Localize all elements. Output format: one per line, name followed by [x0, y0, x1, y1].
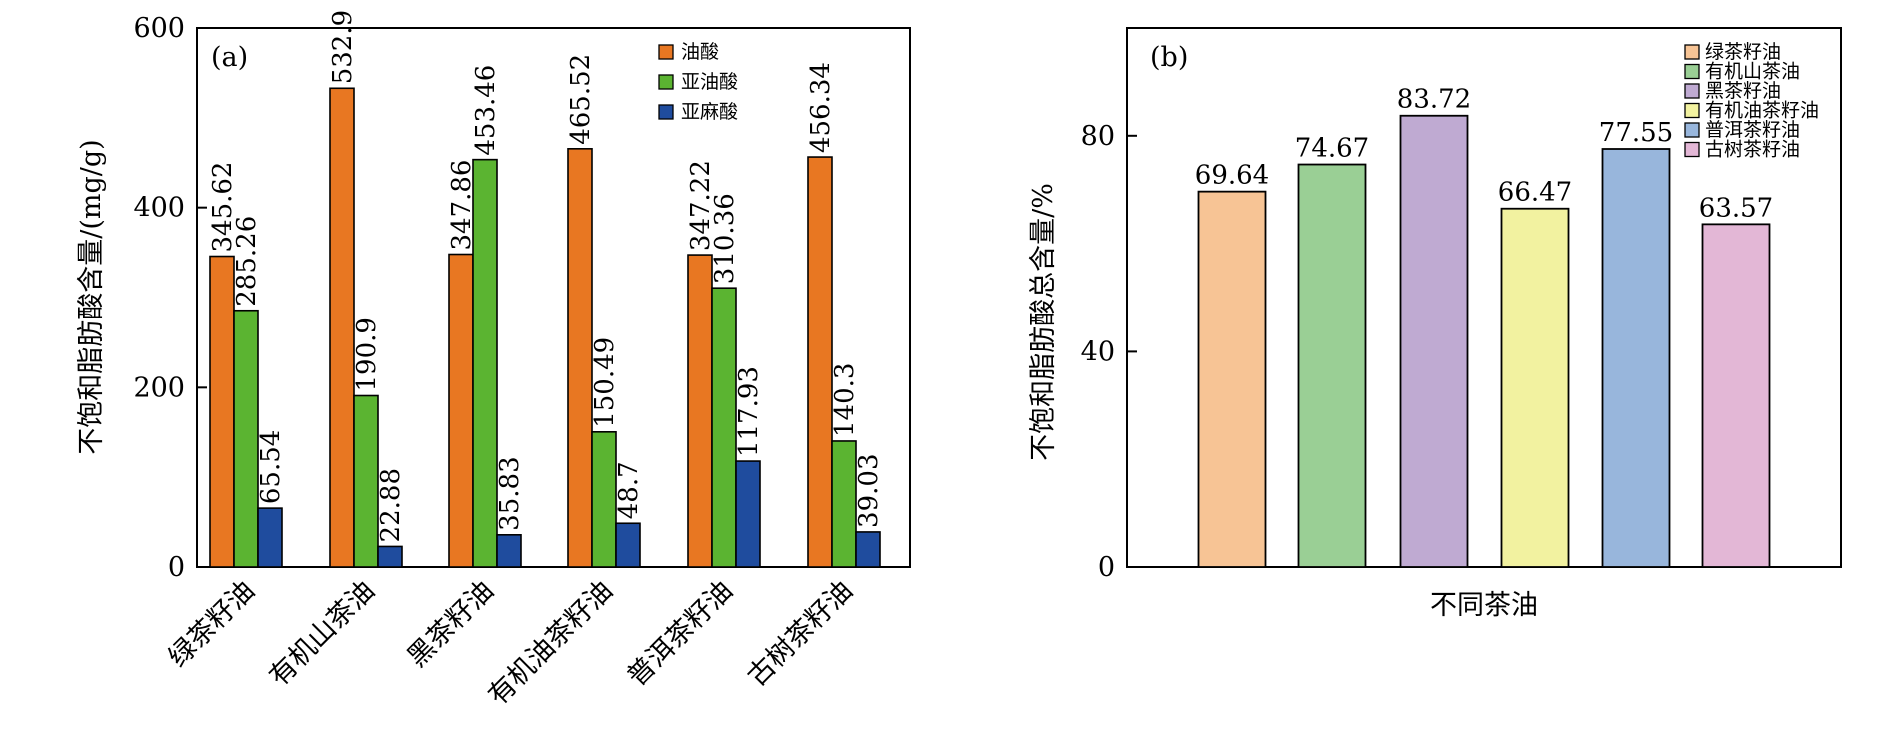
panel-b-legend-swatch	[1684, 102, 1700, 119]
panel-b-plot-frame	[1126, 27, 1842, 568]
panel-a-bar	[353, 394, 379, 568]
panel-a-bar	[831, 440, 857, 568]
panel-a-value-label: 190.9	[352, 317, 382, 391]
panel-a-legend-swatch	[658, 74, 674, 90]
panel-a-bar	[329, 87, 355, 568]
panel-a-value-label: 150.49	[590, 337, 620, 428]
panel-b-legend-label: 古树茶籽油	[1705, 139, 1800, 161]
panel-b-bars	[1197, 114, 1771, 568]
panel-a-value-label: 456.34	[806, 62, 836, 153]
panel-b-legend-swatch	[1684, 63, 1700, 80]
panel-b-y-ticks: 0 40 80	[1081, 121, 1137, 583]
panel-a-bar	[735, 460, 761, 568]
panel-a-bar	[855, 531, 881, 568]
panel-a-value-label: 453.46	[471, 65, 501, 156]
panel-a-bar	[567, 148, 593, 568]
panel-b-bar	[1399, 114, 1469, 568]
panel-a-value-label: 117.93	[734, 366, 764, 457]
panel-b-bar	[1500, 207, 1570, 568]
panel-a-bar	[257, 507, 283, 568]
panel-a-value-label: 347.86	[447, 160, 477, 251]
panel-a-bar	[687, 254, 713, 568]
panel-a-value-label: 35.83	[495, 456, 525, 530]
panel-b-value-label: 63.57	[1699, 193, 1773, 223]
panel-a-bar	[377, 545, 403, 568]
panel-a-value-label: 48.7	[614, 461, 644, 519]
panel-b-value-label: 66.47	[1498, 178, 1572, 208]
panel-b-value-label: 74.67	[1295, 134, 1369, 164]
panel-a-value-label: 65.54	[256, 430, 286, 504]
panel-a-category-label: 普洱茶籽油	[622, 575, 739, 692]
panel-a-legend-label: 亚麻酸	[681, 101, 738, 123]
panel-a-value-label: 285.26	[232, 216, 262, 307]
panel-a-bar	[209, 255, 235, 568]
panel-b-y-tick-label: 0	[1098, 552, 1115, 583]
panel-a-bar	[448, 253, 474, 568]
panel-a-bar	[615, 522, 641, 568]
panel-b-y-tick-label: 40	[1081, 336, 1115, 367]
panel-a-legend-swatch	[658, 104, 674, 120]
panel-b-value-label: 83.72	[1397, 85, 1471, 115]
panel-a-bar	[711, 287, 737, 568]
panel-b-legend-label: 普洱茶籽油	[1705, 119, 1800, 141]
panel-a: (a) 不饱和脂肪酸含量/(mg/g) 0 200 400 600 345.62 532…	[76, 10, 911, 712]
panel-b-value-label: 77.55	[1599, 118, 1673, 148]
panel-a-category-label: 绿茶籽油	[163, 575, 261, 673]
panel-b-legend-swatch	[1684, 122, 1700, 138]
panel-a-category-label: 有机山茶油	[264, 575, 381, 692]
panel-a-value-label: 39.03	[854, 454, 884, 528]
panel-a-y-ticks: 0 200 400 600	[133, 13, 207, 583]
panel-a-bar	[807, 156, 833, 568]
panel-a-category-label: 有机油茶籽油	[482, 575, 618, 711]
panel-a-y-axis-title: 不饱和脂肪酸含量/(mg/g)	[76, 139, 107, 454]
panel-a-value-label: 140.3	[830, 363, 860, 437]
panel-b-legend-swatch	[1684, 83, 1700, 99]
panel-a-value-label: 345.62	[208, 162, 238, 253]
panel-a-legend-swatch	[658, 44, 674, 60]
panel-a-category-label: 黑茶籽油	[402, 575, 500, 673]
panel-b: (b) 不饱和脂肪酸总含量/% 不同茶油 0 40 80 69.64 74.67 83.…	[1028, 27, 1842, 621]
panel-a-value-label: 310.36	[710, 193, 740, 284]
panel-a-y-tick-label: 600	[133, 13, 185, 44]
panel-b-value-label: 69.64	[1195, 161, 1269, 191]
panel-a-legend-label: 油酸	[681, 41, 719, 63]
panel-a-value-label: 347.22	[686, 160, 716, 251]
panel-b-y-tick-label: 80	[1081, 121, 1115, 152]
panel-b-bar	[1701, 223, 1771, 568]
panel-a-bar	[496, 534, 522, 568]
panel-b-x-axis-title: 不同茶油	[1430, 590, 1538, 621]
panel-a-bar	[472, 158, 498, 568]
panel-b-legend-label: 有机山茶油	[1705, 61, 1800, 83]
panel-a-value-label: 532.9	[328, 10, 358, 84]
panel-b-legend-label: 绿茶籽油	[1705, 41, 1781, 63]
panel-b-value-labels: 69.64 74.67 83.72 66.47 77.55 63.57	[1195, 85, 1773, 224]
panel-b-legend-label: 有机油茶籽油	[1705, 100, 1819, 122]
panel-a-y-tick-label: 0	[168, 552, 185, 583]
panel-b-bar	[1601, 148, 1671, 568]
panel-a-bar	[233, 309, 259, 568]
panel-a-legend-label: 亚油酸	[681, 71, 738, 93]
panel-a-y-tick-label: 200	[133, 372, 185, 403]
panel-a-bars	[209, 87, 881, 568]
panel-a-plot-frame	[196, 27, 911, 568]
panel-b-tag: (b)	[1150, 42, 1188, 73]
panel-b-legend-swatch	[1684, 44, 1700, 60]
panel-b-bar	[1197, 190, 1267, 568]
panel-a-tag: (a)	[211, 42, 248, 73]
panel-a-value-label: 22.88	[376, 468, 406, 542]
panel-a-value-label: 465.52	[566, 54, 596, 145]
panel-a-value-labels: 345.62 532.9 347.86 465.52 347.22 456.34 285.2…	[208, 10, 884, 543]
panel-b-legend-swatch	[1684, 141, 1700, 158]
panel-a-category-label: 古树茶籽油	[742, 575, 859, 692]
panel-a-y-tick-label: 400	[133, 193, 185, 224]
panel-a-bar	[591, 431, 617, 568]
panel-b-legend-label: 黑茶籽油	[1705, 80, 1781, 102]
panel-b-bar	[1297, 163, 1367, 568]
panel-b-y-axis-title: 不饱和脂肪酸总含量/%	[1028, 183, 1059, 461]
